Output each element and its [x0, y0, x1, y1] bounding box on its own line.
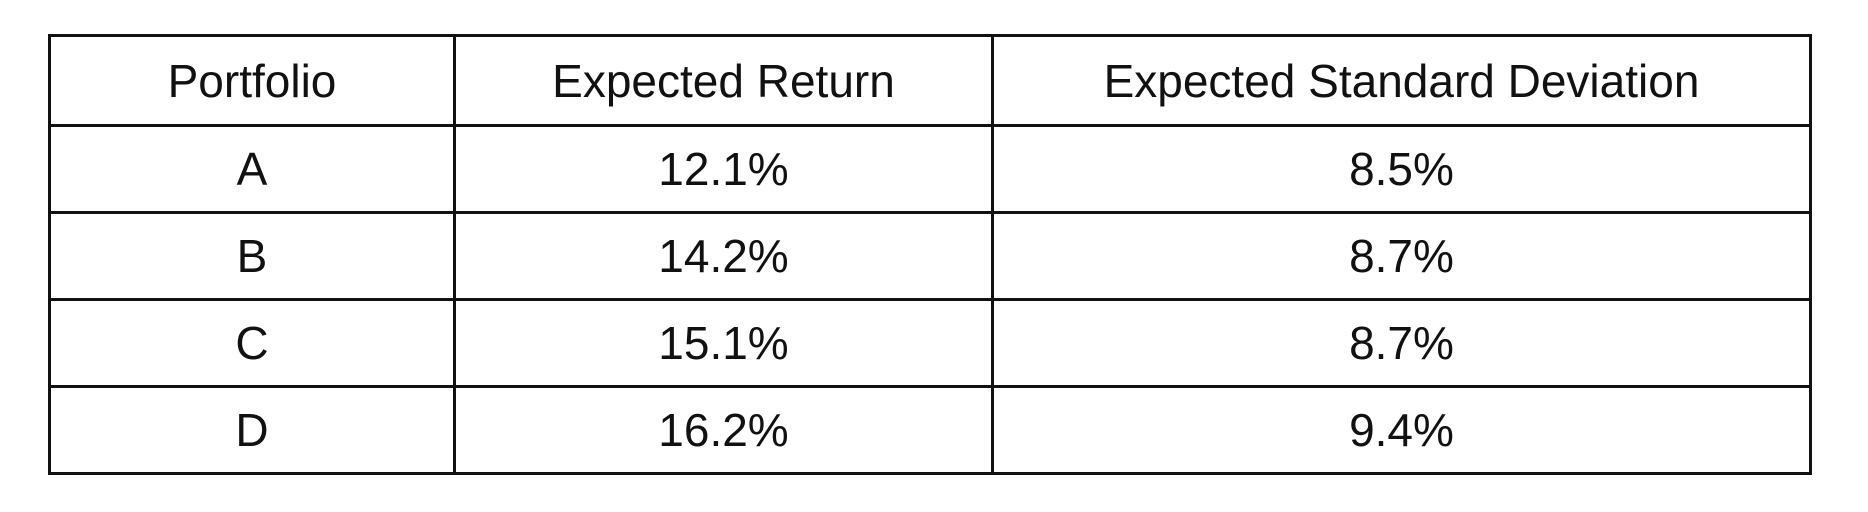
cell-portfolio: A: [48, 124, 456, 214]
cell-expected-return: 12.1%: [453, 124, 994, 214]
cell-expected-return: 16.2%: [453, 385, 994, 475]
table-header-row: Portfolio Expected Return Expected Stand…: [48, 34, 1812, 127]
table-row: D 16.2% 9.4%: [48, 385, 1812, 475]
cell-portfolio: C: [48, 298, 456, 388]
column-header-portfolio: Portfolio: [48, 34, 456, 127]
cell-portfolio: D: [48, 385, 456, 475]
cell-expected-standard-deviation: 9.4%: [991, 385, 1812, 475]
column-header-expected-return: Expected Return: [453, 34, 994, 127]
portfolio-table: Portfolio Expected Return Expected Stand…: [48, 34, 1812, 475]
table-row: C 15.1% 8.7%: [48, 298, 1812, 388]
table-row: A 12.1% 8.5%: [48, 124, 1812, 214]
cell-portfolio: B: [48, 211, 456, 301]
cell-expected-return: 15.1%: [453, 298, 994, 388]
cell-expected-standard-deviation: 8.7%: [991, 211, 1812, 301]
cell-expected-standard-deviation: 8.7%: [991, 298, 1812, 388]
cell-expected-return: 14.2%: [453, 211, 994, 301]
cell-expected-standard-deviation: 8.5%: [991, 124, 1812, 214]
table-row: B 14.2% 8.7%: [48, 211, 1812, 301]
portfolio-table-container: Portfolio Expected Return Expected Stand…: [48, 34, 1812, 475]
column-header-expected-standard-deviation: Expected Standard Deviation: [991, 34, 1812, 127]
